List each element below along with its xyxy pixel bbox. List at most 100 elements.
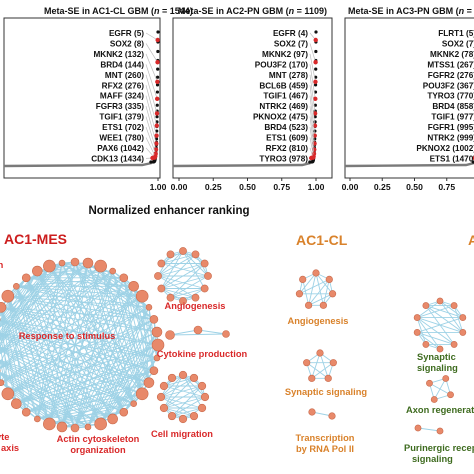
network-node <box>295 290 304 298</box>
network-edge <box>48 265 125 413</box>
panel-1: Meta-SE in AC1-CL GBM (n = 1544) 1.00 EGFR… <box>3 6 193 192</box>
network-edge <box>7 295 158 333</box>
network-edge <box>16 277 124 287</box>
network-edge <box>0 359 134 405</box>
network-edge <box>16 285 143 297</box>
network-node <box>43 259 56 273</box>
network-edge <box>416 317 455 345</box>
network-node <box>308 408 316 416</box>
network-node <box>430 396 438 403</box>
network-edge <box>161 263 209 277</box>
network-node <box>191 293 200 302</box>
gene-connector <box>309 95 316 136</box>
network-edge <box>7 295 149 308</box>
gene-label: TGIF1 (977) <box>431 113 474 122</box>
network-node <box>151 338 165 352</box>
network-edge <box>171 396 206 417</box>
panel-frame <box>344 17 474 179</box>
network-edge <box>123 382 150 413</box>
network-edge <box>0 362 89 428</box>
panel-title: Meta-SE in AC2-PN GBM (n = 1109) <box>178 6 327 16</box>
network-edge <box>161 253 196 264</box>
gene-connector <box>145 64 158 99</box>
network-node <box>413 329 421 336</box>
network-edge <box>36 270 114 420</box>
network-node <box>447 391 454 399</box>
gene-label: EGFR (5) <box>109 29 144 38</box>
network-edge <box>161 288 196 299</box>
panel-3: Meta-SE in AC3-PN GBM (n = 1 0.00 0.25 0.50… <box>342 6 474 192</box>
network-node <box>413 314 421 321</box>
network-edge <box>315 272 333 295</box>
gene-label: SOX2 (7) <box>274 39 308 48</box>
gene-connector <box>309 74 316 114</box>
network-edge <box>170 275 209 299</box>
network-edge <box>49 262 89 267</box>
gene-connector <box>309 64 316 99</box>
gene-connector <box>309 43 316 63</box>
network-edge <box>157 275 205 289</box>
network-edge <box>0 265 50 348</box>
network-node <box>0 379 5 386</box>
network-node <box>0 302 7 313</box>
network-node <box>312 269 320 277</box>
network-edge <box>7 296 76 429</box>
network-node <box>450 302 458 309</box>
network-node <box>305 301 313 309</box>
network-node <box>316 349 324 357</box>
gene-point <box>150 155 155 161</box>
network-node <box>145 304 153 311</box>
network-edge <box>425 305 455 345</box>
network-edge <box>163 377 195 387</box>
panel-title: Meta-SE in AC3-PN GBM (n = 1 <box>348 6 474 16</box>
network-node <box>154 272 162 280</box>
gene-connector <box>145 106 157 144</box>
network-node <box>442 375 450 382</box>
network-node <box>128 281 139 292</box>
gene-point <box>312 111 318 116</box>
gene-label: MAFF (324) <box>100 92 144 101</box>
network-edge <box>425 305 463 319</box>
network-edge <box>160 396 203 409</box>
network-edge <box>0 372 89 428</box>
network-node <box>1 387 15 401</box>
network-edge <box>425 305 464 333</box>
network-edge <box>417 331 455 345</box>
enhancer-point <box>156 67 160 71</box>
network-edge <box>163 396 206 409</box>
panel-2: Meta-SE in AC2-PN GBM (n = 1109) 0.00 0.25… <box>171 6 333 192</box>
network-edge <box>417 427 441 432</box>
network-node <box>119 407 129 417</box>
network-node <box>70 423 80 433</box>
network-edge <box>15 286 63 428</box>
network-edge <box>299 278 330 295</box>
gene-connector <box>309 85 316 126</box>
term-synaptic: Synaptic <box>417 352 456 362</box>
gene-label: POU3F2 (170) <box>255 60 309 69</box>
gene-connector <box>309 116 315 150</box>
network-edge <box>0 270 38 333</box>
gene-label: BRD4 (858) <box>432 102 474 111</box>
gene-point <box>154 96 160 102</box>
enhancer-point <box>156 75 160 79</box>
gene-connector <box>145 53 158 82</box>
network-node <box>436 297 444 305</box>
term-axon-regeneration: Axon regenerat <box>406 405 474 415</box>
network-node <box>319 301 327 309</box>
network-node <box>179 247 187 255</box>
network-node <box>153 354 161 362</box>
network-node <box>107 413 118 425</box>
enhancer-point <box>313 120 317 124</box>
gene-connector <box>145 43 158 63</box>
network-edge <box>417 305 455 319</box>
gene-label: WEE1 (780) <box>99 134 144 143</box>
network-edge <box>163 374 184 409</box>
x-tick-label: 1.00 <box>308 182 325 192</box>
network-node <box>189 373 199 383</box>
gene-connector <box>145 116 157 150</box>
gene-point <box>155 37 160 43</box>
network-node <box>143 377 155 388</box>
gene-label: ETS1 (609) <box>266 134 308 143</box>
term-cell-migration: Cell migration <box>151 429 213 439</box>
network-edge <box>160 396 195 417</box>
